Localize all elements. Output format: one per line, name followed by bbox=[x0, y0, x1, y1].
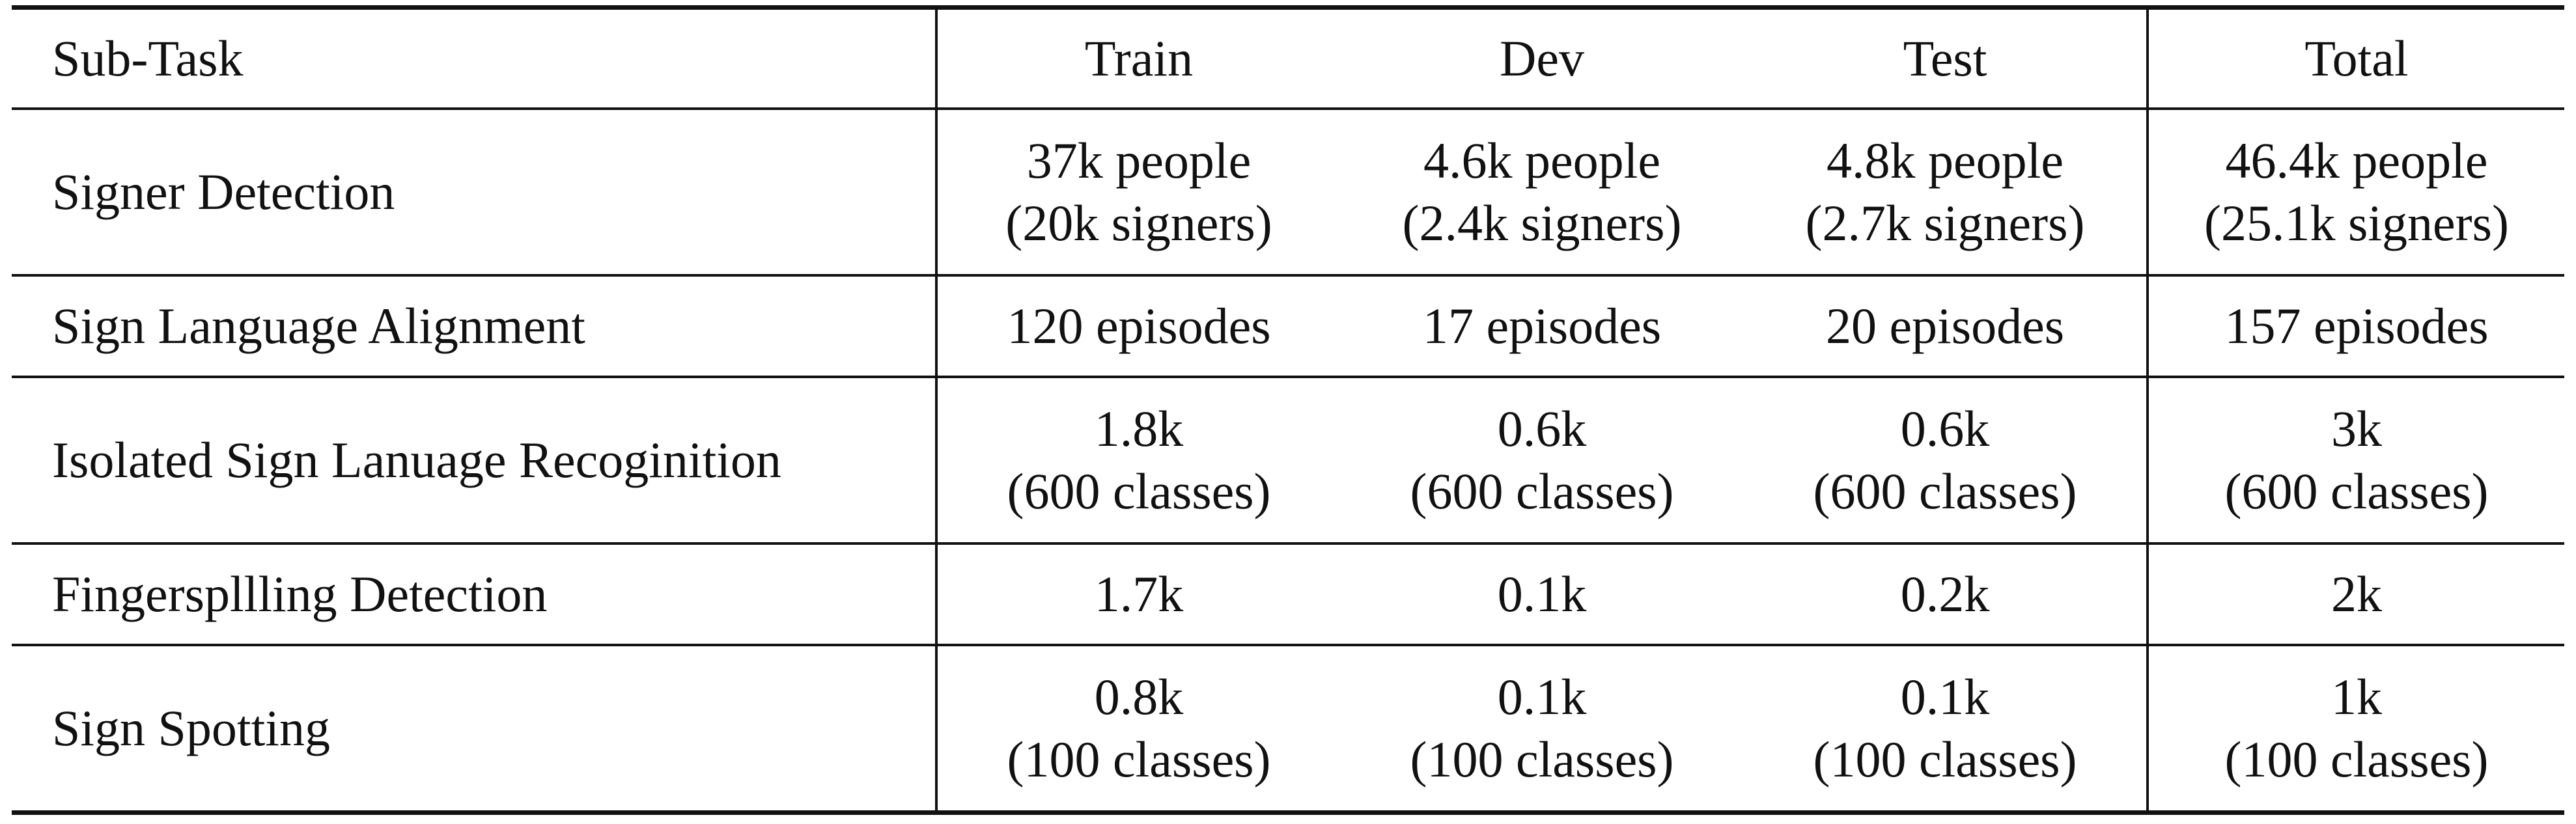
cell-line: (600 classes) bbox=[2224, 463, 2489, 519]
cell-line: 37k people bbox=[1026, 132, 1252, 189]
cell-line: 4.8k people bbox=[1827, 132, 2064, 189]
cell-line: 17 episodes bbox=[1422, 297, 1662, 354]
cell-test: 4.8k people (2.7k signers) bbox=[1744, 109, 2149, 275]
header-dev: Dev bbox=[1500, 30, 1584, 87]
table-row-sign-spotting: Sign Spotting 0.8k (100 classes) 0.1k (1… bbox=[12, 645, 2564, 813]
row-label: Signer Detection bbox=[12, 109, 938, 275]
cell-test: 0.2k bbox=[1744, 543, 2149, 645]
cell-train: 120 episodes bbox=[936, 275, 1340, 377]
cell-line: 0.1k bbox=[1497, 668, 1587, 725]
cell-line: 4.6k people bbox=[1423, 132, 1660, 189]
header-total: Total bbox=[2304, 30, 2409, 87]
dataset-statistics-table-wrapper: Sub-Task Train Dev Test Total Signer Det… bbox=[12, 5, 2564, 817]
cell-total: 3k (600 classes) bbox=[2148, 377, 2564, 543]
cell-line: (25.1k signers) bbox=[2204, 195, 2509, 251]
row-label: Fingerspllling Detection bbox=[12, 543, 938, 645]
cell-test: 0.6k (600 classes) bbox=[1744, 377, 2149, 543]
cell-line: (100 classes) bbox=[1007, 731, 1271, 788]
cell-dev: 0.1k (100 classes) bbox=[1340, 645, 1744, 813]
cell-train: 37k people (20k signers) bbox=[936, 109, 1340, 275]
cell-line: (100 classes) bbox=[1813, 731, 2077, 788]
cell-line: (2.7k signers) bbox=[1805, 195, 2085, 251]
row-label: Sign Language Alignment bbox=[12, 275, 938, 377]
cell-dev: 0.1k bbox=[1340, 543, 1744, 645]
cell-test: 0.1k (100 classes) bbox=[1744, 645, 2149, 813]
cell-train: 1.7k bbox=[936, 543, 1340, 645]
cell-total: 46.4k people (25.1k signers) bbox=[2148, 109, 2564, 275]
cell-line: 2k bbox=[2331, 566, 2382, 622]
cell-total: 1k (100 classes) bbox=[2148, 645, 2564, 813]
cell-total: 157 episodes bbox=[2148, 275, 2564, 377]
header-train: Train bbox=[1084, 30, 1194, 87]
cell-line: (100 classes) bbox=[2224, 731, 2489, 788]
header-sub-task: Sub-Task bbox=[12, 7, 938, 109]
cell-dev: 0.6k (600 classes) bbox=[1340, 377, 1744, 543]
cell-line: 0.8k bbox=[1094, 668, 1184, 725]
row-label: Sign Spotting bbox=[12, 645, 938, 813]
cell-line: (600 classes) bbox=[1813, 463, 2077, 519]
cell-line: (2.4k signers) bbox=[1402, 195, 1682, 251]
row-label: Isolated Sign Lanuage Recoginition bbox=[12, 377, 938, 543]
header-row: Sub-Task Train Dev Test Total bbox=[12, 7, 2564, 109]
cell-line: 0.2k bbox=[1900, 566, 1990, 622]
cell-line: 120 episodes bbox=[1007, 297, 1271, 354]
cell-train: 1.8k (600 classes) bbox=[936, 377, 1340, 543]
cell-line: 20 episodes bbox=[1825, 297, 2065, 354]
cell-line: 0.6k bbox=[1900, 400, 1990, 457]
table-row-fingerspelling-detection: Fingerspllling Detection 1.7k 0.1k 0.2k … bbox=[12, 543, 2564, 645]
cell-line: 1.7k bbox=[1094, 566, 1184, 622]
cell-line: 46.4k people bbox=[2225, 132, 2488, 189]
cell-line: 0.6k bbox=[1497, 400, 1587, 457]
cell-total: 2k bbox=[2148, 543, 2564, 645]
cell-line: (600 classes) bbox=[1007, 463, 1271, 519]
cell-line: 0.1k bbox=[1497, 566, 1587, 622]
cell-line: (600 classes) bbox=[1410, 463, 1674, 519]
cell-line: (100 classes) bbox=[1410, 731, 1674, 788]
cell-line: 3k bbox=[2331, 400, 2382, 457]
table-row-signer-detection: Signer Detection 37k people (20k signers… bbox=[12, 109, 2564, 275]
cell-dev: 4.6k people (2.4k signers) bbox=[1340, 109, 1744, 275]
header-test: Test bbox=[1744, 7, 2149, 109]
cell-dev: 17 episodes bbox=[1340, 275, 1744, 377]
cell-line: 1.8k bbox=[1094, 400, 1184, 457]
cell-line: 1k bbox=[2331, 668, 2382, 725]
cell-line: 0.1k bbox=[1900, 668, 1990, 725]
cell-line: (20k signers) bbox=[1005, 195, 1272, 251]
cell-line: 157 episodes bbox=[2224, 297, 2489, 354]
cell-test: 20 episodes bbox=[1744, 275, 2149, 377]
cell-train: 0.8k (100 classes) bbox=[936, 645, 1340, 813]
table-row-isolated-sign-recognition: Isolated Sign Lanuage Recoginition 1.8k … bbox=[12, 377, 2564, 543]
table-row-sign-language-alignment: Sign Language Alignment 120 episodes 17 … bbox=[12, 275, 2564, 377]
dataset-statistics-table: Sub-Task Train Dev Test Total Signer Det… bbox=[12, 5, 2564, 815]
